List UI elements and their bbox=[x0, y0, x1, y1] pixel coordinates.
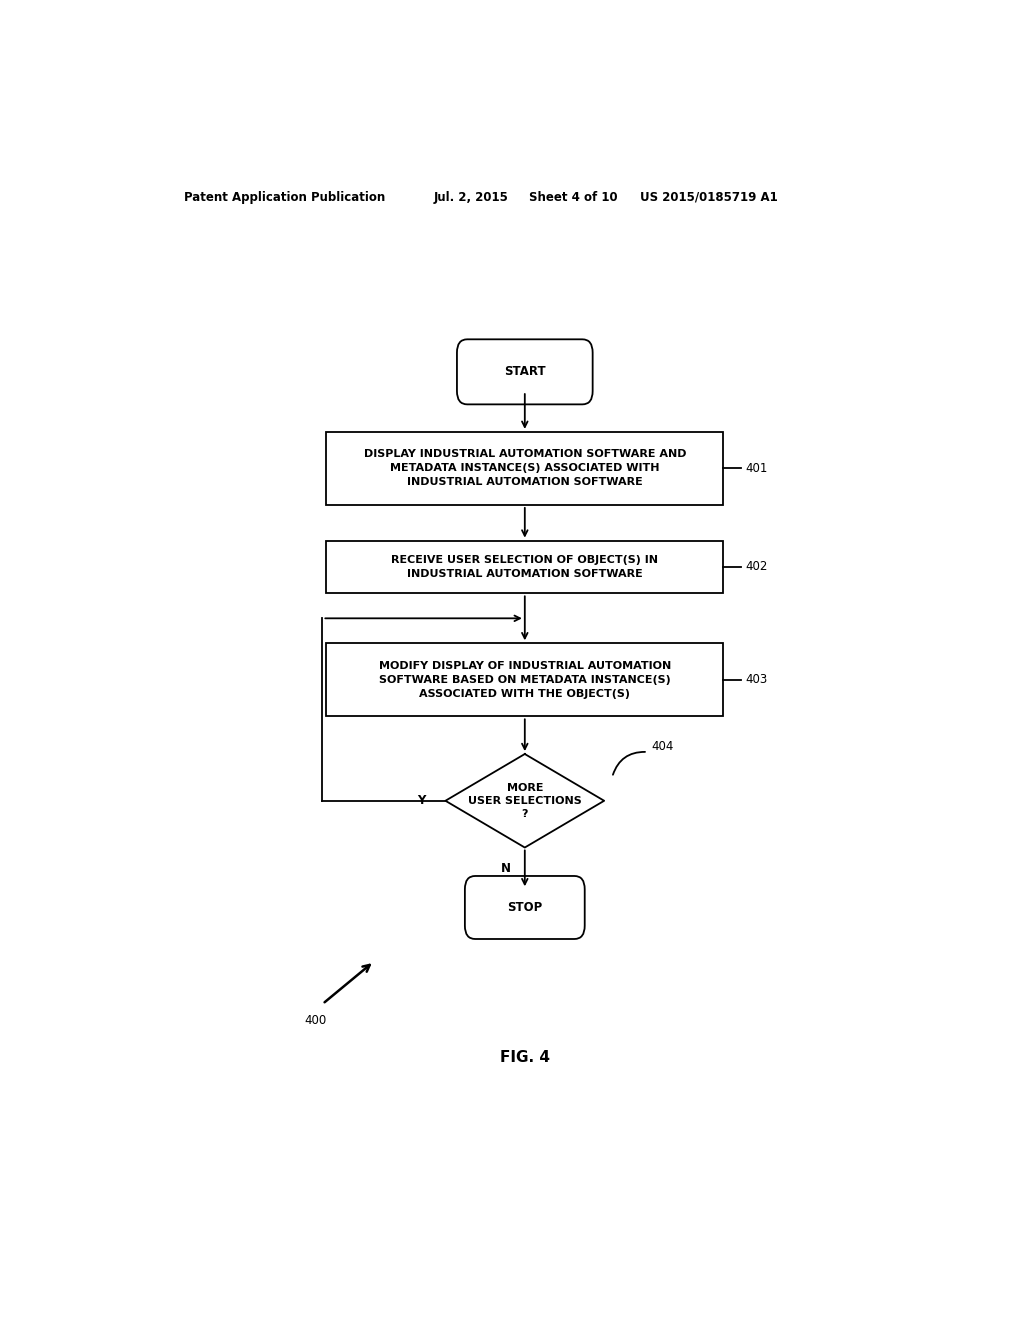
Bar bbox=[327, 432, 723, 506]
Text: Jul. 2, 2015: Jul. 2, 2015 bbox=[433, 190, 508, 203]
Text: 400: 400 bbox=[304, 1014, 327, 1027]
Text: N: N bbox=[501, 862, 511, 875]
Text: Patent Application Publication: Patent Application Publication bbox=[183, 190, 385, 203]
Text: STOP: STOP bbox=[507, 902, 543, 913]
Text: 401: 401 bbox=[745, 462, 768, 475]
Bar bbox=[327, 541, 723, 594]
Text: DISPLAY INDUSTRIAL AUTOMATION SOFTWARE AND
METADATA INSTANCE(S) ASSOCIATED WITH
: DISPLAY INDUSTRIAL AUTOMATION SOFTWARE A… bbox=[364, 449, 686, 487]
FancyBboxPatch shape bbox=[465, 876, 585, 939]
FancyBboxPatch shape bbox=[457, 339, 593, 404]
Text: Y: Y bbox=[417, 795, 426, 808]
Text: Sheet 4 of 10: Sheet 4 of 10 bbox=[528, 190, 617, 203]
Text: RECEIVE USER SELECTION OF OBJECT(S) IN
INDUSTRIAL AUTOMATION SOFTWARE: RECEIVE USER SELECTION OF OBJECT(S) IN I… bbox=[391, 554, 658, 579]
Text: MORE
USER SELECTIONS
?: MORE USER SELECTIONS ? bbox=[468, 783, 582, 818]
Text: US 2015/0185719 A1: US 2015/0185719 A1 bbox=[640, 190, 777, 203]
Text: MODIFY DISPLAY OF INDUSTRIAL AUTOMATION
SOFTWARE BASED ON METADATA INSTANCE(S)
A: MODIFY DISPLAY OF INDUSTRIAL AUTOMATION … bbox=[379, 661, 671, 698]
Text: 404: 404 bbox=[651, 741, 674, 754]
Text: START: START bbox=[504, 366, 546, 379]
Bar bbox=[327, 643, 723, 717]
Text: 403: 403 bbox=[745, 673, 768, 686]
Text: FIG. 4: FIG. 4 bbox=[500, 1051, 550, 1065]
Text: 402: 402 bbox=[745, 561, 768, 573]
